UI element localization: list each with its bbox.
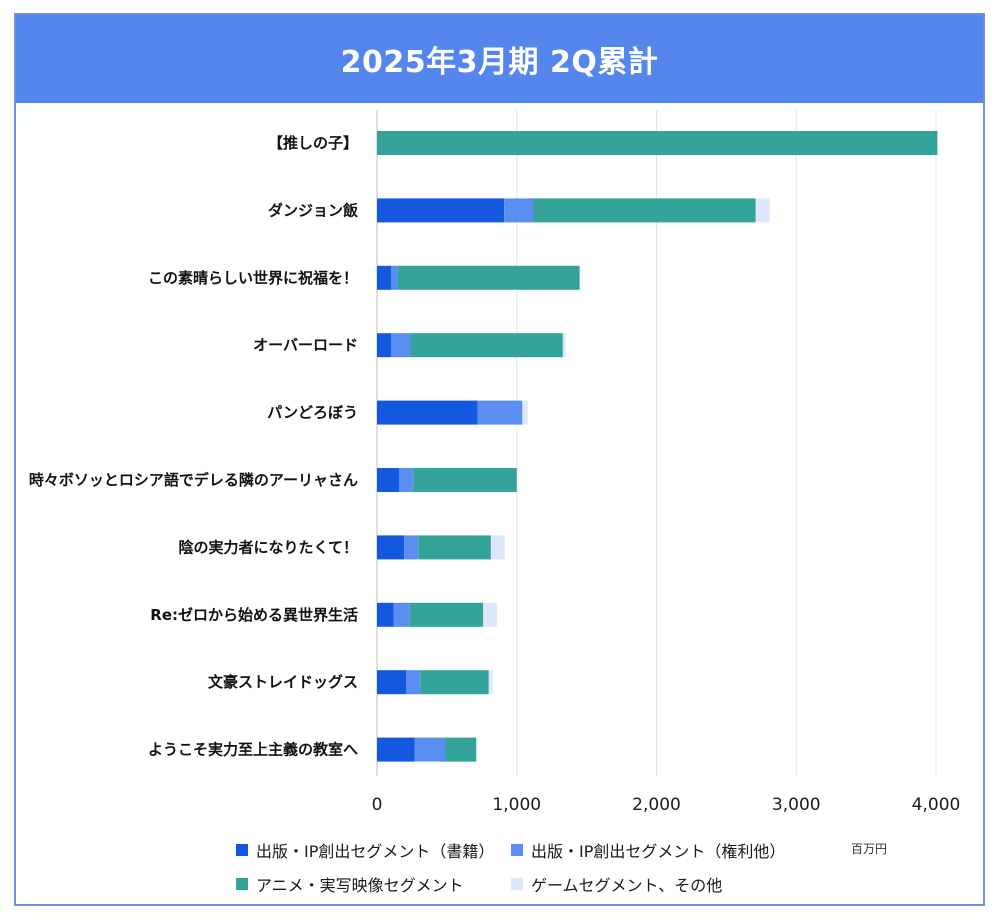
bar-segment-4 [562, 333, 566, 358]
bar-segment-4 [488, 670, 493, 695]
bar-segment-2 [393, 602, 410, 627]
bar-segment-2 [504, 198, 534, 223]
bar-segment-3 [533, 198, 756, 223]
legend-label: 出版・IP創出セグメント（書籍） [256, 842, 495, 861]
bar-segment-1 [377, 198, 505, 223]
legend-item: ゲームセグメント、その他 [511, 872, 722, 896]
category-label: パンどろぼう [267, 404, 358, 422]
legend-swatch [236, 878, 248, 890]
bar-segment-1 [377, 670, 407, 695]
bar-segment-3 [409, 602, 484, 627]
bar-segment-2 [399, 468, 414, 492]
x-tick-label: 0 [372, 795, 383, 815]
legend-swatch [511, 844, 523, 856]
bar-segment-2 [477, 400, 523, 425]
bar-segment-3 [413, 468, 517, 492]
bar-segment-1 [377, 468, 400, 492]
bar-segment-2 [390, 333, 411, 358]
bar-segment-2 [406, 670, 421, 695]
bar-segment-2 [414, 737, 446, 762]
bar-segment-3 [418, 535, 491, 560]
category-label: オーバーロード [253, 336, 358, 354]
bar-segment-4 [490, 535, 505, 560]
category-label: この素晴らしい世界に祝福を！ [148, 269, 358, 287]
bar-segment-3 [397, 265, 580, 290]
legend-label: アニメ・実写映像セグメント [256, 876, 464, 895]
bar-segment-1 [377, 333, 391, 358]
bar-segment-1 [377, 400, 478, 425]
bar-segment-1 [377, 737, 415, 762]
bar-segment-2 [390, 265, 398, 290]
chart-title: 2025年3月期 2Q累計 [340, 45, 659, 80]
x-tick-label: 1,000 [492, 795, 541, 815]
bar-segment-4 [755, 198, 770, 223]
bar-segment-4 [476, 737, 478, 762]
bar-segment-2 [404, 535, 419, 560]
x-tick-label: 2,000 [632, 795, 681, 815]
bar-segment-3 [377, 131, 938, 155]
x-tick-label: 4,000 [912, 795, 961, 815]
legend-item: アニメ・実写映像セグメント [236, 872, 464, 896]
bar-segment-3 [420, 670, 489, 695]
bar-segment-3 [445, 737, 477, 762]
bar-segment-1 [377, 535, 405, 560]
bar-segment-3 [410, 333, 563, 358]
chart-frame: 2025年3月期 2Q累計 [14, 13, 985, 906]
legend-item: 出版・IP創出セグメント（書籍） [236, 838, 494, 862]
category-label: 文豪ストレイドッグス [208, 673, 358, 691]
bar-segment-4 [483, 602, 498, 627]
legend-label: 出版・IP創出セグメント（権利他） [531, 842, 786, 861]
legend-item: 出版・IP創出セグメント（権利他） [511, 838, 785, 862]
bar-segment-1 [377, 265, 391, 290]
category-label: Re:ゼロから始める異世界生活 [150, 606, 358, 624]
legend-swatch [236, 844, 248, 856]
x-tick-label: 3,000 [772, 795, 821, 815]
category-label: 陰の実力者になりたくて！ [178, 538, 358, 556]
category-label: ようこそ実力至上主義の教室へ [148, 741, 358, 759]
legend-label: ゲームセグメント、その他 [531, 876, 723, 895]
category-label: 時々ボソッとロシア語でデレる隣のアーリャさん [29, 471, 358, 489]
bar-segment-1 [377, 602, 394, 627]
unit-label: 百万円 [851, 842, 888, 856]
category-label: ダンジョン飯 [268, 201, 358, 219]
chart-header: 2025年3月期 2Q累計 [16, 15, 983, 103]
legend-swatch [511, 878, 523, 890]
category-label: 【推しの子】 [268, 134, 358, 152]
bar-segment-4 [522, 400, 528, 425]
